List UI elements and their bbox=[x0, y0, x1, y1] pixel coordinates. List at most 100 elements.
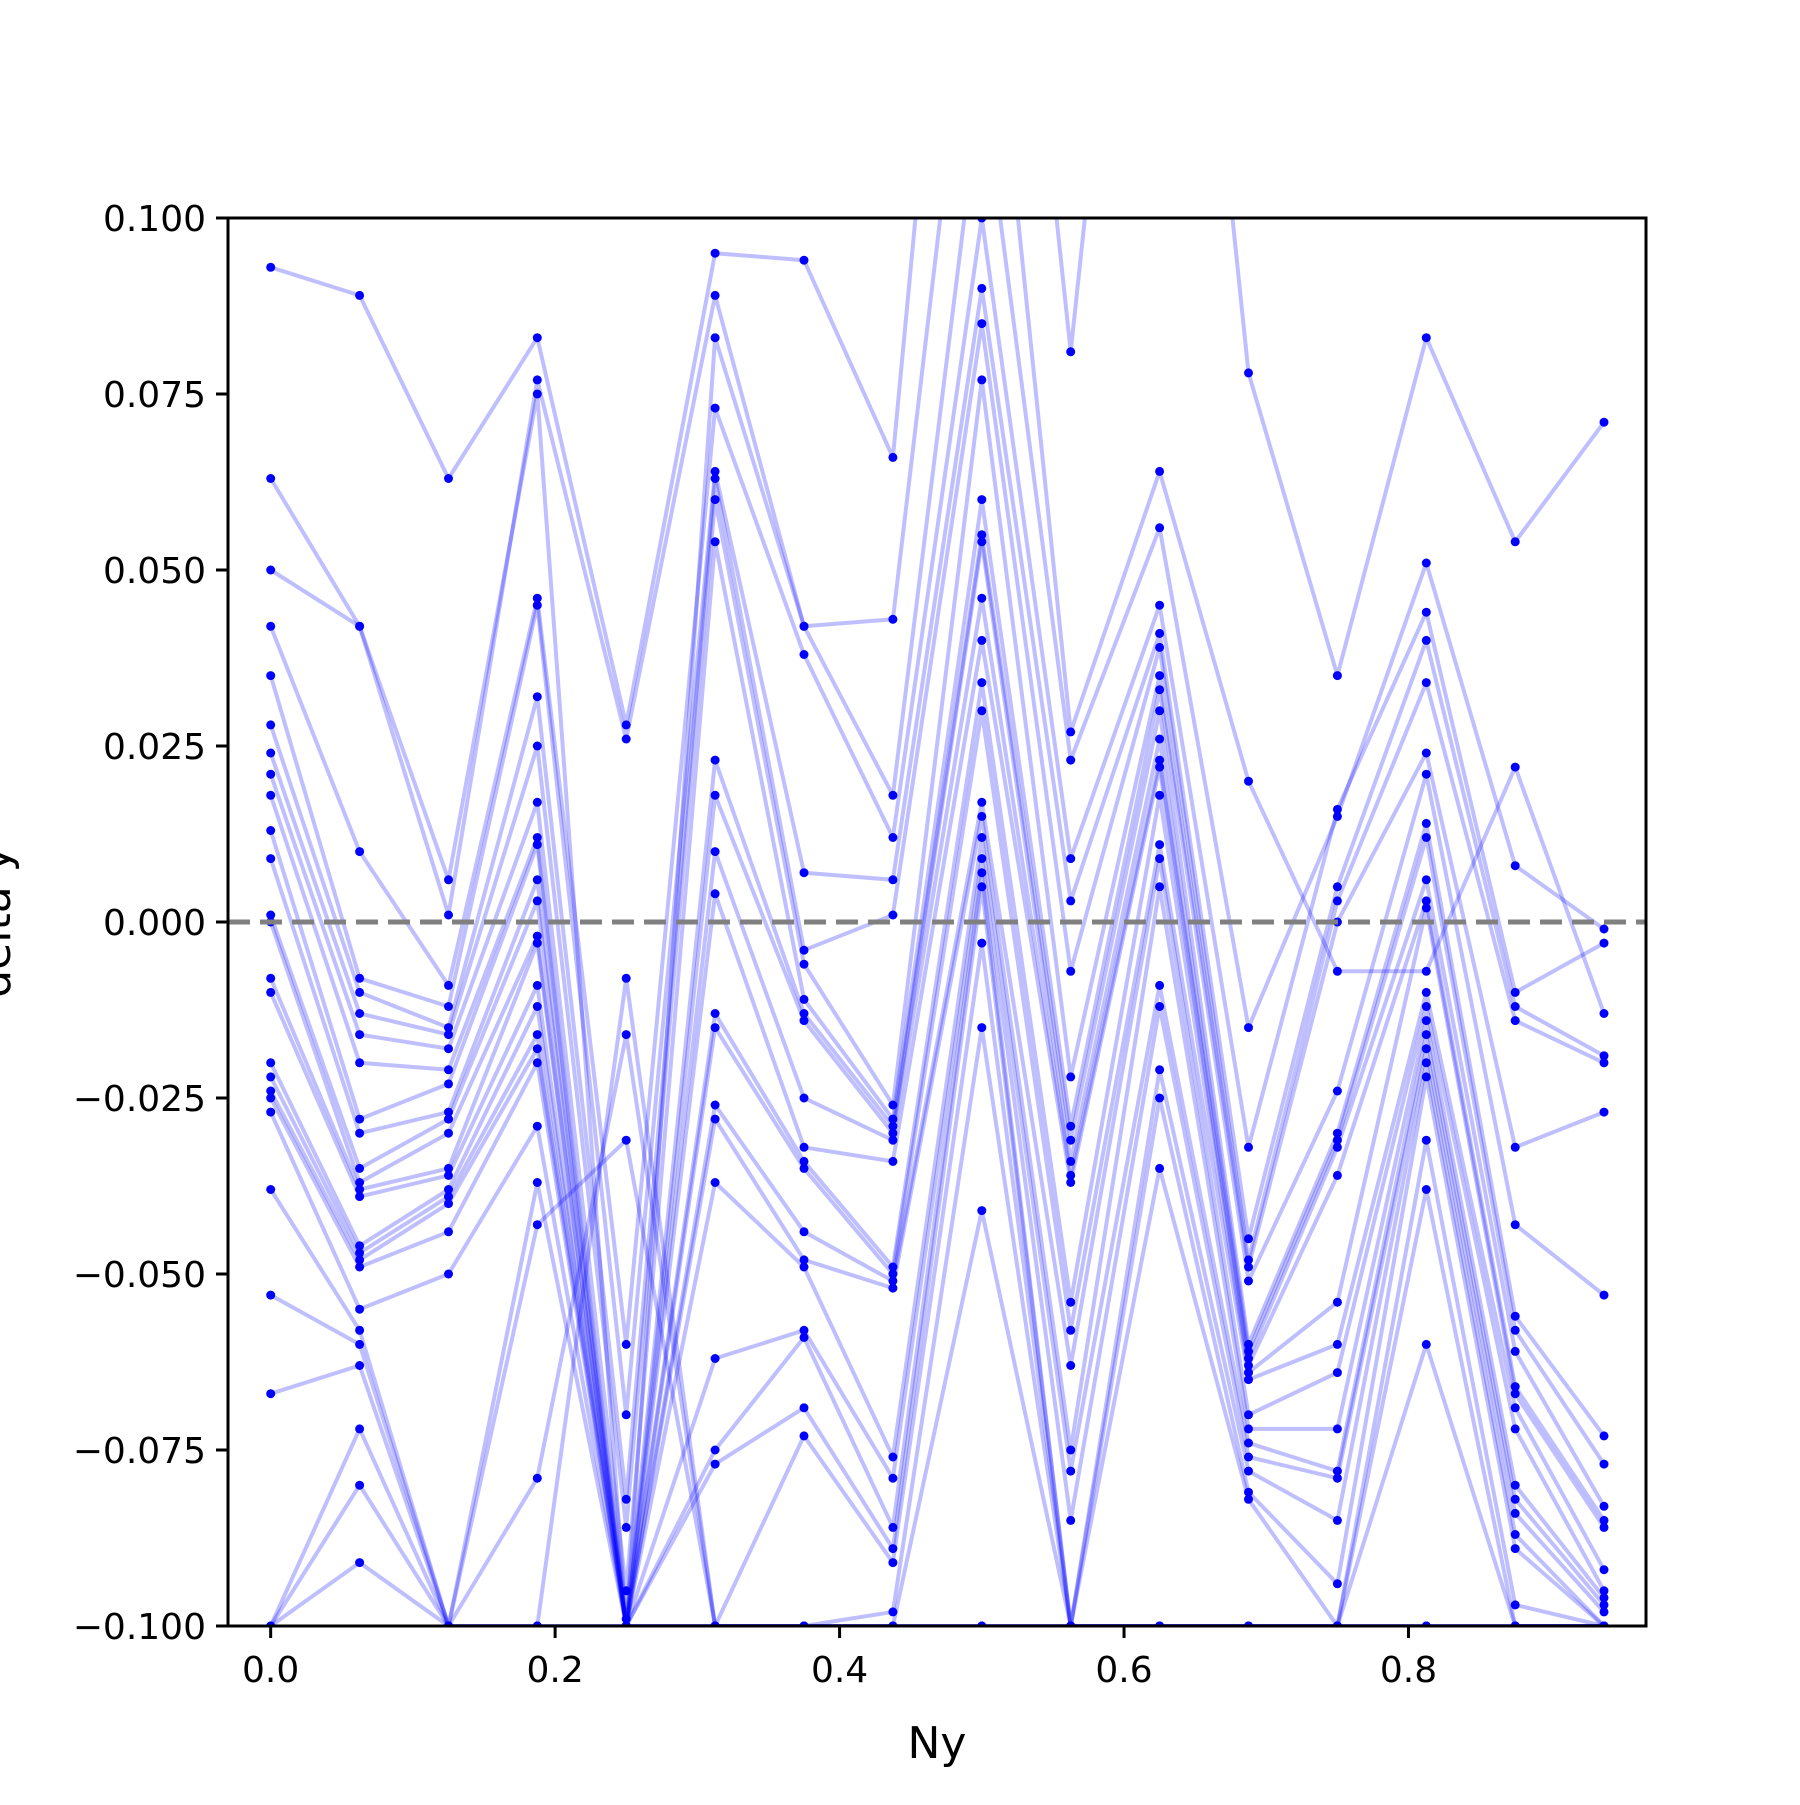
data-point bbox=[532, 931, 542, 941]
data-point bbox=[621, 734, 631, 744]
data-point bbox=[1599, 1522, 1609, 1532]
data-point bbox=[1244, 1276, 1253, 1286]
data-point bbox=[1421, 1339, 1431, 1349]
data-point bbox=[1155, 1065, 1165, 1075]
data-point bbox=[1421, 1016, 1431, 1026]
data-point bbox=[1066, 347, 1076, 357]
y-tick-label: 0.100 bbox=[103, 199, 206, 240]
data-point bbox=[1155, 755, 1165, 765]
data-point bbox=[266, 1185, 276, 1194]
data-point bbox=[799, 1325, 809, 1335]
data-point bbox=[888, 1544, 898, 1554]
data-point bbox=[266, 720, 276, 730]
y-tick-label: 0.050 bbox=[103, 551, 206, 592]
data-point bbox=[355, 1163, 365, 1173]
data-point bbox=[1155, 1163, 1165, 1173]
data-point bbox=[1244, 1361, 1253, 1370]
data-point bbox=[888, 1100, 898, 1110]
data-point bbox=[444, 1199, 453, 1209]
data-point bbox=[1421, 903, 1431, 913]
data-point bbox=[1332, 1135, 1342, 1145]
data-point bbox=[710, 847, 720, 857]
series-line-19 bbox=[268, 870, 1606, 1626]
data-point bbox=[1155, 840, 1165, 850]
data-point bbox=[799, 1431, 809, 1441]
data-point bbox=[1510, 987, 1520, 997]
data-point bbox=[888, 1114, 898, 1124]
data-point bbox=[355, 1255, 365, 1265]
data-point bbox=[977, 854, 987, 864]
data-point bbox=[1244, 776, 1253, 786]
data-point bbox=[621, 1339, 631, 1349]
data-point bbox=[1421, 1072, 1431, 1082]
data-point bbox=[266, 790, 276, 800]
data-point bbox=[1510, 762, 1520, 772]
data-point bbox=[1066, 1515, 1076, 1525]
data-point bbox=[1510, 1002, 1520, 1011]
data-point bbox=[532, 389, 542, 399]
data-point bbox=[710, 474, 720, 483]
data-point bbox=[710, 1100, 720, 1110]
data-point bbox=[799, 1016, 809, 1026]
data-point bbox=[799, 1142, 809, 1152]
data-point bbox=[532, 875, 542, 885]
data-point bbox=[266, 1086, 276, 1096]
data-point bbox=[1066, 1361, 1076, 1370]
data-point bbox=[444, 1044, 453, 1054]
data-point bbox=[355, 1009, 365, 1018]
data-point bbox=[1066, 1325, 1076, 1335]
data-point bbox=[1244, 1255, 1253, 1265]
series-line-3 bbox=[269, 218, 1606, 1626]
data-point bbox=[1155, 523, 1165, 533]
data-point bbox=[977, 530, 987, 540]
x-axis-label: Ny bbox=[908, 1718, 967, 1769]
data-point bbox=[1244, 1023, 1253, 1033]
data-point bbox=[888, 1269, 898, 1279]
data-point bbox=[444, 1192, 453, 1202]
data-point bbox=[532, 1220, 542, 1230]
series-line-16 bbox=[268, 814, 1606, 1626]
data-point bbox=[444, 1163, 453, 1173]
data-point bbox=[977, 375, 987, 385]
data-point bbox=[799, 994, 809, 1004]
data-point bbox=[710, 1023, 720, 1033]
data-point bbox=[977, 283, 987, 293]
data-point bbox=[532, 938, 542, 948]
data-point bbox=[799, 1227, 809, 1237]
data-point bbox=[977, 797, 987, 807]
data-point bbox=[355, 1030, 365, 1040]
data-point bbox=[888, 452, 898, 462]
data-point bbox=[355, 290, 365, 300]
data-point bbox=[621, 1135, 631, 1145]
data-point bbox=[444, 980, 453, 990]
y-tick-label: 0.000 bbox=[103, 903, 206, 944]
data-point bbox=[266, 854, 276, 864]
data-point bbox=[710, 1459, 720, 1469]
data-point bbox=[1599, 938, 1609, 948]
data-point bbox=[1155, 790, 1165, 800]
data-point bbox=[1599, 417, 1609, 427]
data-point bbox=[1066, 1466, 1076, 1476]
data-point bbox=[1510, 1424, 1520, 1434]
data-point bbox=[977, 868, 987, 878]
data-point bbox=[532, 600, 542, 610]
data-point bbox=[1066, 966, 1076, 976]
data-point bbox=[1599, 924, 1609, 934]
data-point bbox=[1599, 1431, 1609, 1441]
data-point bbox=[532, 692, 542, 702]
data-point bbox=[799, 1255, 809, 1265]
data-point bbox=[1510, 1600, 1520, 1610]
data-point bbox=[1332, 1473, 1342, 1483]
data-point bbox=[799, 1332, 809, 1342]
data-point bbox=[1155, 980, 1165, 990]
data-point bbox=[355, 987, 365, 997]
data-point bbox=[1244, 1410, 1253, 1420]
x-tick-label: 0.0 bbox=[242, 1650, 299, 1691]
data-point bbox=[1510, 1494, 1520, 1504]
data-point bbox=[1332, 966, 1342, 976]
series-line-18 bbox=[268, 856, 1606, 1626]
data-point bbox=[1421, 635, 1431, 645]
data-point bbox=[444, 910, 453, 920]
data-point bbox=[1332, 1368, 1342, 1378]
data-point bbox=[532, 741, 542, 751]
